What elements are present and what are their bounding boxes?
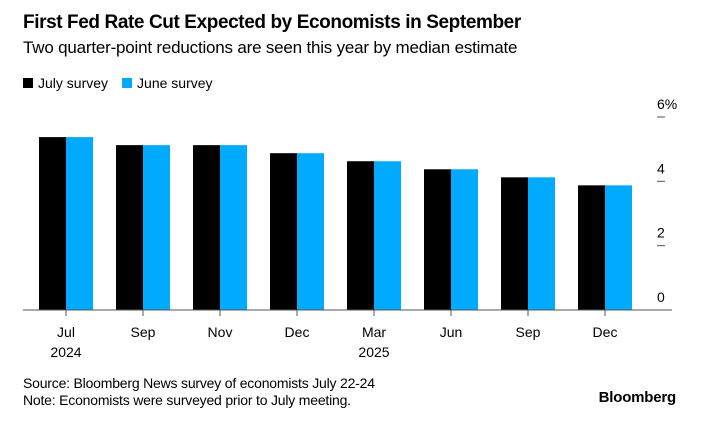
bar-july-0 — [39, 137, 66, 310]
footer: Source: Bloomberg News survey of economi… — [23, 375, 375, 409]
x-year-label: 2024 — [50, 344, 81, 360]
legend-item-june: June survey — [122, 75, 213, 91]
x-tick-label: Sep — [131, 324, 156, 340]
bar-july-6 — [501, 177, 528, 310]
bar-june-3 — [297, 153, 324, 310]
source-note: Source: Bloomberg News survey of economi… — [23, 375, 375, 391]
legend-swatch-july — [23, 78, 33, 88]
bar-june-5 — [451, 169, 478, 310]
bar-july-1 — [116, 145, 143, 310]
bar-june-7 — [605, 185, 632, 310]
bar-june-1 — [143, 145, 170, 310]
legend-label-july: July survey — [38, 75, 109, 91]
chart-title: First Fed Rate Cut Expected by Economist… — [23, 12, 521, 33]
x-tick-label: Dec — [285, 324, 310, 340]
x-tick-label: Sep — [516, 324, 541, 340]
bar-july-5 — [424, 169, 451, 310]
y-tick-label: 0 — [657, 289, 665, 305]
x-year-label: 2025 — [358, 344, 389, 360]
y-tick-label: 6% — [657, 96, 677, 112]
y-tick-label: 4 — [657, 160, 665, 176]
x-tick-label: Jun — [440, 324, 463, 340]
y-tick-label: 2 — [657, 225, 665, 241]
legend: July survey June survey — [23, 75, 213, 91]
bar-june-4 — [374, 161, 401, 310]
bar-july-4 — [347, 161, 374, 310]
legend-label-june: June survey — [137, 75, 213, 91]
legend-swatch-june — [122, 78, 133, 88]
x-tick-label: Mar — [362, 324, 386, 340]
chart-subtitle: Two quarter-point reductions are seen th… — [23, 38, 518, 57]
x-tick-label: Jul — [57, 324, 75, 340]
bloomberg-logo: Bloomberg — [598, 389, 677, 406]
survey-note: Note: Economists were surveyed prior to … — [23, 392, 351, 408]
bar-june-0 — [66, 137, 93, 310]
bar-july-2 — [193, 145, 220, 310]
x-tick-label: Dec — [593, 324, 618, 340]
bar-june-6 — [528, 177, 555, 310]
x-tick-label: Nov — [208, 324, 233, 340]
legend-item-july: July survey — [23, 75, 108, 91]
bar-june-2 — [220, 145, 247, 310]
bar-july-3 — [270, 153, 297, 310]
bar-july-7 — [578, 185, 605, 310]
